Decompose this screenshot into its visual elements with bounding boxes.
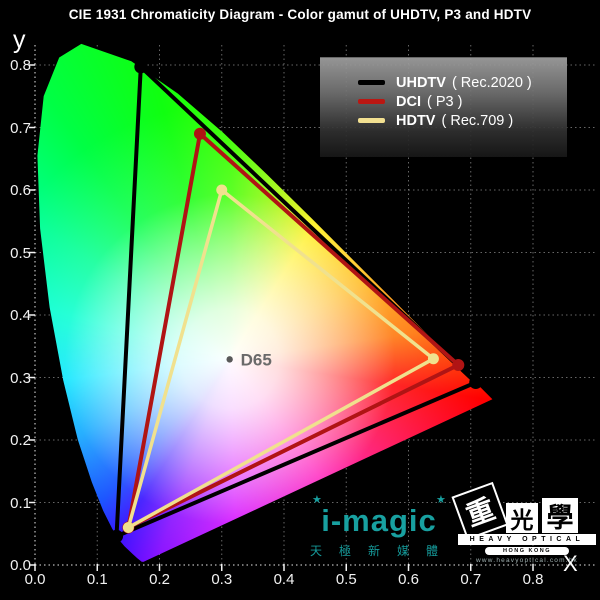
imagic-chinese-subtext: 天極新媒體 xyxy=(310,544,456,558)
y-tick-label: 0.6 xyxy=(10,182,31,199)
heavy-optical-char-tile: 重 xyxy=(451,481,509,541)
x-tick-label: 0.2 xyxy=(149,571,170,588)
x-tick-label: 0.5 xyxy=(335,571,357,588)
heavy-optical-logo: 重 光 學 HEAVY OPTICAL HONG KONG www.heavyo… xyxy=(451,481,596,564)
imagic-wordmark: i-magic xyxy=(321,503,437,538)
y-tick-label: 0.8 xyxy=(10,57,31,74)
legend-row: UHDTV ( Rec.2020 ) xyxy=(358,73,567,92)
y-tick-label: 0.5 xyxy=(10,244,31,262)
gamut-vertex-dot xyxy=(122,522,134,533)
heavy-optical-url: www.heavyoptical.com.hk xyxy=(475,557,579,564)
y-tick-label: 0.3 xyxy=(10,369,31,387)
y-tick-label: 0.2 xyxy=(10,432,31,449)
star-icon: ★ xyxy=(312,494,322,506)
x-tick-label: 0.4 xyxy=(273,571,295,588)
x-axis-label: X xyxy=(563,551,578,576)
x-tick-label: 0.8 xyxy=(522,571,544,588)
legend-series-detail: ( Rec.2020 ) xyxy=(451,74,532,91)
gamut-vertex-dot xyxy=(193,127,206,140)
heavy-optical-char-tile: 學 xyxy=(542,498,578,533)
gamut-vertex-dot xyxy=(134,60,148,74)
gamut-vertex-dot xyxy=(216,184,228,196)
gamut-triangle xyxy=(126,131,461,530)
gamut-vertex-dot xyxy=(110,529,124,543)
y-axis-label: y xyxy=(13,26,26,54)
gamut-vertex-dot xyxy=(469,376,483,389)
gamut-vertex-dot xyxy=(452,359,465,371)
gamut-triangle xyxy=(114,64,478,539)
gamut-vertex-dot xyxy=(427,353,439,365)
x-tick-label: 0.7 xyxy=(460,571,482,588)
y-tick-label: 0.4 xyxy=(10,307,31,324)
y-tick-label: 0.0 xyxy=(10,557,31,574)
legend-box: UHDTV ( Rec.2020 ) DCI ( P3 ) HDTV ( Rec.709 … xyxy=(320,57,567,157)
imagic-logo: ★ ★ i-magic 天極新媒體 xyxy=(300,494,458,558)
legend-color-swatch xyxy=(358,99,385,104)
white-point-dot xyxy=(226,356,233,363)
legend-series-detail: ( Rec.709 ) xyxy=(441,112,514,129)
legend-color-swatch xyxy=(358,118,385,123)
y-tick-label: 0.7 xyxy=(10,119,31,137)
gamut-triangle xyxy=(126,188,436,530)
white-point-label: D65 xyxy=(241,350,272,369)
chart-title: CIE 1931 Chromaticity Diagram - Color ga… xyxy=(68,7,532,22)
legend-row: DCI ( P3 ) xyxy=(358,92,567,111)
x-tick-label: 0.3 xyxy=(211,571,233,588)
hong-kong-badge: HONG KONG xyxy=(485,547,569,555)
star-icon: ★ xyxy=(436,494,446,506)
y-tick-label: 0.1 xyxy=(10,494,31,512)
heavy-optical-char-tile: 光 xyxy=(506,503,538,533)
legend-row: HDTV ( Rec.709 ) xyxy=(358,111,567,130)
legend-series-name: DCI xyxy=(396,93,421,110)
legend-color-swatch xyxy=(358,80,385,85)
legend-series-name: HDTV xyxy=(396,112,436,129)
heavy-optical-name: HEAVY OPTICAL xyxy=(458,534,596,545)
x-tick-label: 0.0 xyxy=(24,571,46,588)
legend-series-name: UHDTV xyxy=(396,74,446,91)
x-tick-label: 0.6 xyxy=(398,571,419,588)
x-tick-label: 0.1 xyxy=(86,571,108,588)
legend-series-detail: ( P3 ) xyxy=(426,93,463,110)
